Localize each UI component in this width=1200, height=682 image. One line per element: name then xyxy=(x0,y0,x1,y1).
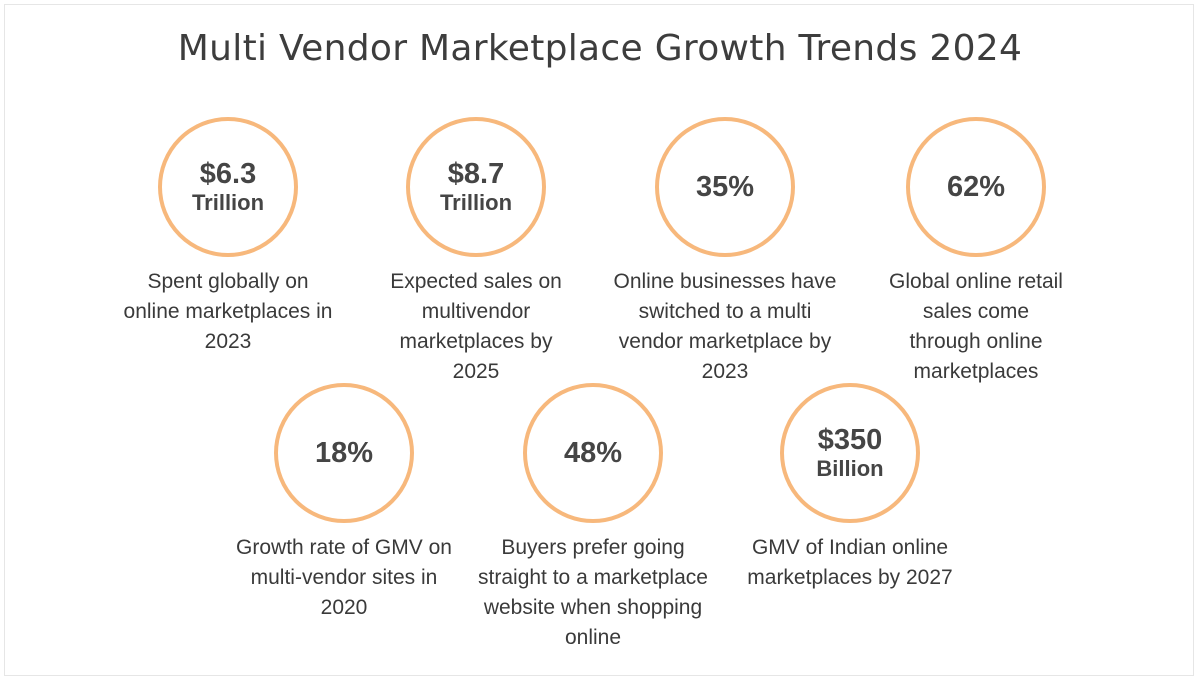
infographic-frame xyxy=(4,4,1194,676)
stat-description: Expected sales on multivendor marketplac… xyxy=(390,270,562,383)
stat-description: Buyers prefer going straight to a market… xyxy=(478,536,708,649)
stat-description: Global online retail sales come through … xyxy=(889,270,1063,383)
stat-unit: Trillion xyxy=(191,189,265,215)
stat-value: $350 xyxy=(817,423,883,456)
stat-card-buyer-preference: 48% Buyers prefer going straight to a ma… xyxy=(473,383,713,653)
stat-card-expected-sales: $8.7 Trillion Expected sales on multiven… xyxy=(356,117,596,387)
stat-card-indian-gmv: $350 Billion GMV of Indian online market… xyxy=(730,383,970,593)
stat-value: 62% xyxy=(946,170,1006,203)
stat-card-global-retail-share: 62% Global online retail sales come thro… xyxy=(856,117,1096,387)
stat-value: $8.7 xyxy=(447,157,505,190)
stat-description: Spent globally on online marketplaces in… xyxy=(123,270,333,353)
page-title: Multi Vendor Marketplace Growth Trends 2… xyxy=(177,28,1023,69)
stat-unit: Billion xyxy=(816,455,884,481)
stat-unit: Trillion xyxy=(439,189,513,215)
stat-circle: 48% xyxy=(523,383,663,523)
stat-value: 18% xyxy=(314,436,374,469)
stat-circle: 62% xyxy=(906,117,1046,257)
stat-description: Growth rate of GMV on multi-vendor sites… xyxy=(236,536,452,619)
stat-circle: 35% xyxy=(655,117,795,257)
stat-value: 35% xyxy=(695,170,755,203)
stat-description: Online businesses have switched to a mul… xyxy=(613,270,837,383)
stat-circle: $350 Billion xyxy=(780,383,920,523)
stat-card-businesses-switched: 35% Online businesses have switched to a… xyxy=(605,117,845,387)
stat-description: GMV of Indian online marketplaces by 202… xyxy=(747,536,953,589)
stat-value: $6.3 xyxy=(199,157,257,190)
stat-circle: 18% xyxy=(274,383,414,523)
stat-circle: $8.7 Trillion xyxy=(406,117,546,257)
stat-value: 48% xyxy=(563,436,623,469)
stat-card-gmv-growth: 18% Growth rate of GMV on multi-vendor s… xyxy=(224,383,464,623)
stat-card-global-spend: $6.3 Trillion Spent globally on online m… xyxy=(108,117,348,357)
stat-circle: $6.3 Trillion xyxy=(158,117,298,257)
